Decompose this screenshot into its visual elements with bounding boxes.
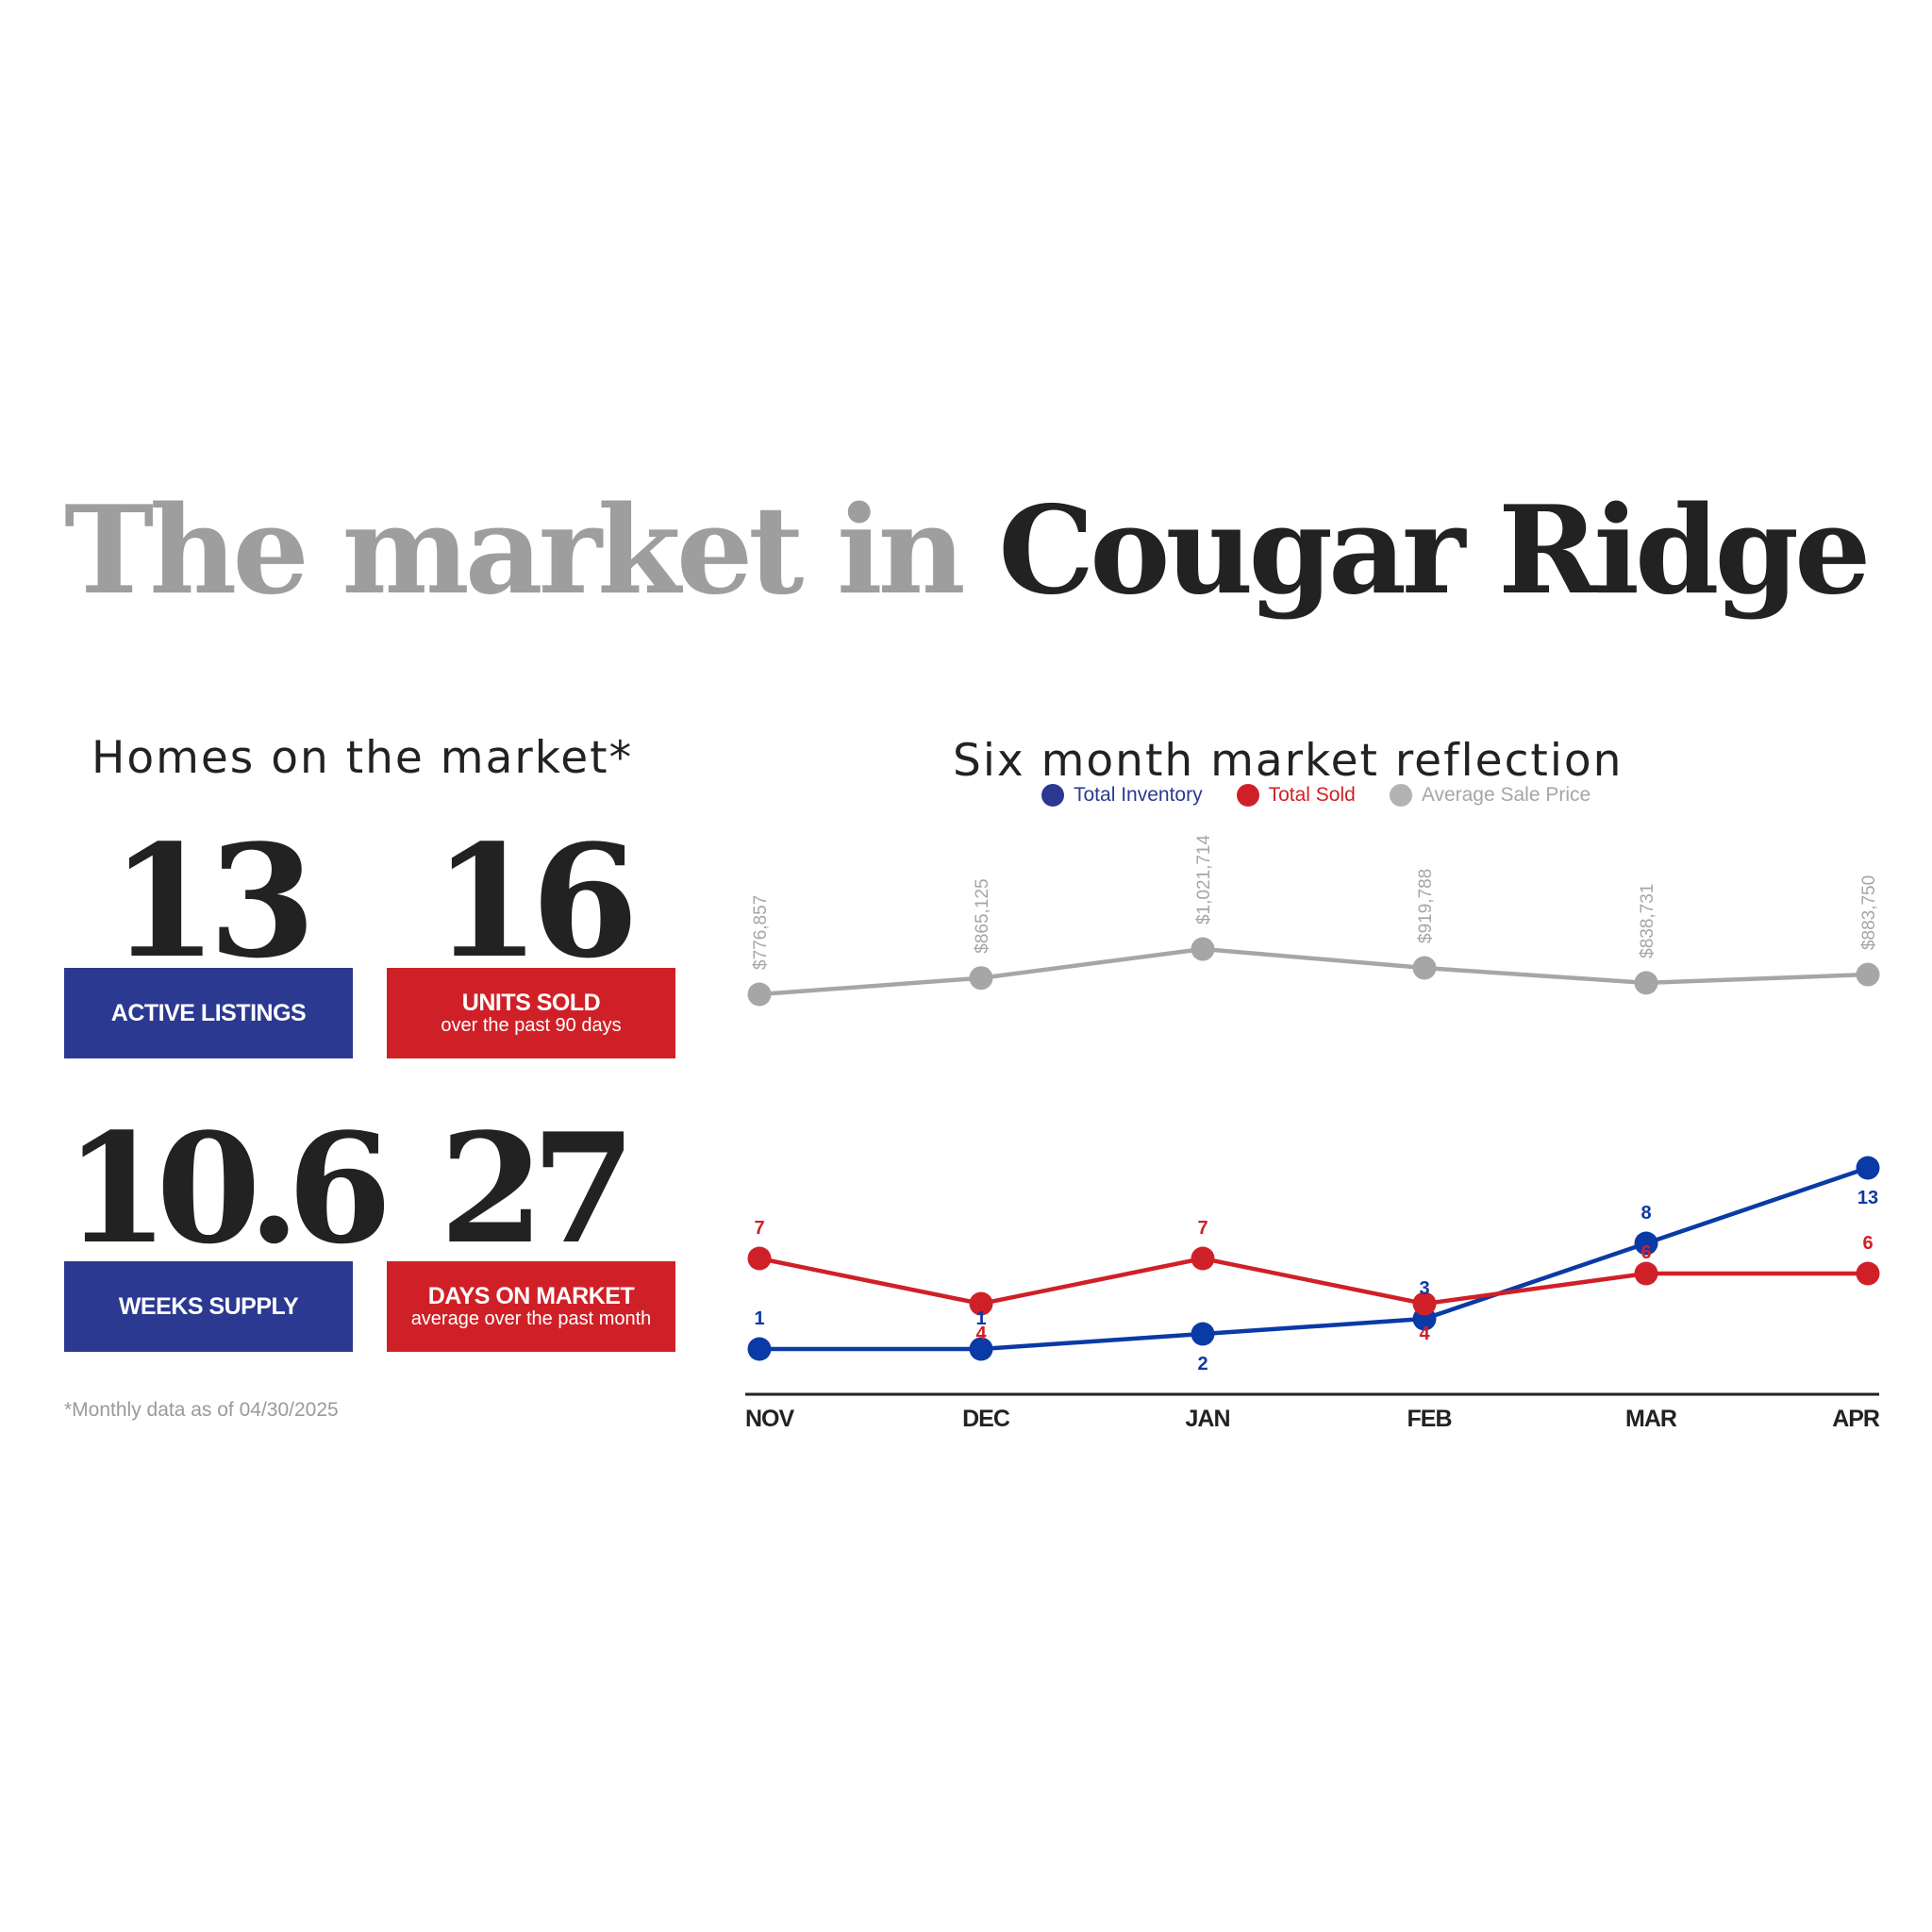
legend-dot-inventory	[1041, 784, 1064, 807]
sold-point	[747, 1246, 772, 1271]
price-point	[1412, 956, 1437, 980]
x-tick-label: MAR	[1625, 1406, 1677, 1432]
inventory-data-label: 8	[1641, 1203, 1651, 1224]
units-sold-sub: over the past 90 days	[441, 1014, 622, 1036]
x-tick-label: JAN	[1185, 1406, 1229, 1432]
weeks-supply-box: WEEKS SUPPLY	[64, 1261, 353, 1352]
x-tick-label: APR	[1832, 1406, 1880, 1432]
weeks-supply-value: 10.6	[64, 1100, 392, 1277]
inventory-point	[969, 1337, 993, 1361]
chart-title: Six month market reflection	[953, 735, 1624, 787]
price-point	[1856, 962, 1880, 987]
units-sold-box: UNITS SOLD over the past 90 days	[387, 968, 675, 1058]
inventory-data-label: 13	[1857, 1188, 1878, 1208]
sold-point	[1191, 1246, 1215, 1271]
price-point	[1191, 937, 1215, 961]
days-on-market-value: 27	[439, 1100, 637, 1277]
chart-legend: Total Inventory Total Sold Average Sale …	[1041, 784, 1591, 807]
days-on-market-box: DAYS ON MARKET average over the past mon…	[387, 1261, 675, 1352]
page-title: The market in Cougar Ridge	[64, 491, 1871, 611]
weeks-supply-label: WEEKS SUPPLY	[118, 1292, 299, 1320]
legend-item-inventory: Total Inventory	[1041, 784, 1203, 807]
sold-point	[1856, 1261, 1880, 1286]
legend-label-sold: Total Sold	[1268, 784, 1356, 806]
price-point	[969, 966, 993, 991]
legend-label-inventory: Total Inventory	[1074, 784, 1203, 806]
units-sold-value: 16	[432, 810, 639, 992]
sold-data-label: 4	[975, 1324, 987, 1344]
active-listings-value: 13	[109, 810, 316, 992]
legend-dot-price	[1389, 784, 1412, 807]
sold-point	[1412, 1291, 1437, 1316]
price-data-label: $919,788	[1416, 869, 1436, 943]
sold-data-label: 7	[1197, 1218, 1208, 1239]
footnote: *Monthly data as of 04/30/2025	[64, 1399, 339, 1421]
inventory-data-label: 1	[975, 1308, 986, 1329]
x-tick-label: NOV	[745, 1406, 795, 1432]
inventory-point	[1191, 1322, 1215, 1346]
sold-data-label: 6	[1862, 1233, 1873, 1254]
price-data-label: $883,750	[1859, 875, 1879, 950]
sold-point	[1634, 1261, 1658, 1286]
inventory-series-line	[759, 1165, 1869, 1352]
legend-item-price: Average Sale Price	[1389, 784, 1591, 807]
inventory-data-label: 1	[754, 1308, 764, 1329]
x-tick-label: DEC	[962, 1406, 1010, 1432]
x-tick-label: FEB	[1407, 1406, 1452, 1432]
homes-section-title: Homes on the market*	[92, 732, 634, 784]
inventory-point	[747, 1337, 772, 1361]
price-series-line	[758, 946, 1869, 997]
sold-data-label: 6	[1641, 1242, 1651, 1263]
units-sold-label: UNITS SOLD	[461, 990, 601, 1017]
title-prefix: The market in	[64, 480, 966, 622]
sold-series-line	[758, 1256, 1868, 1307]
legend-label-price: Average Sale Price	[1421, 784, 1591, 806]
legend-dot-sold	[1236, 784, 1259, 807]
price-data-label: $776,857	[751, 895, 771, 970]
price-data-label: $838,731	[1638, 884, 1657, 958]
sold-point	[969, 1291, 993, 1316]
active-listings-box: ACTIVE LISTINGS	[64, 968, 353, 1058]
days-on-market-sub: average over the past month	[410, 1307, 652, 1329]
inventory-point	[1634, 1231, 1658, 1256]
price-point	[747, 982, 772, 1007]
days-on-market-label: DAYS ON MARKET	[427, 1283, 635, 1310]
inventory-data-label: 2	[1197, 1354, 1208, 1374]
title-place: Cougar Ridge	[998, 480, 1871, 622]
inventory-data-label: 3	[1419, 1278, 1429, 1299]
legend-item-sold: Total Sold	[1236, 784, 1356, 807]
price-point	[1634, 971, 1658, 995]
price-data-label: $1,021,714	[1194, 835, 1214, 925]
price-data-label: $865,125	[973, 878, 992, 953]
sold-data-label: 4	[1419, 1324, 1430, 1344]
inventory-point	[1856, 1156, 1880, 1180]
active-listings-label: ACTIVE LISTINGS	[110, 999, 307, 1026]
sold-data-label: 7	[754, 1218, 764, 1239]
